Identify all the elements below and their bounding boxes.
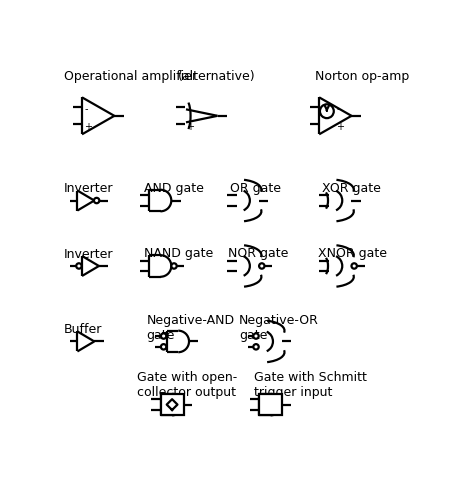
Text: OR gate: OR gate [230, 182, 281, 195]
Text: Norton op-amp: Norton op-amp [315, 70, 409, 83]
Text: +: + [336, 122, 344, 133]
Text: Gate with open-
collector output: Gate with open- collector output [137, 371, 237, 399]
FancyBboxPatch shape [161, 394, 183, 415]
Text: Buffer: Buffer [64, 323, 102, 336]
Text: XNOR gate: XNOR gate [319, 247, 387, 260]
Text: Inverter: Inverter [64, 247, 113, 260]
Circle shape [352, 263, 357, 269]
Text: AND gate: AND gate [144, 182, 203, 195]
Circle shape [259, 263, 264, 269]
Circle shape [94, 198, 100, 203]
Text: -: - [186, 104, 190, 114]
Text: (alternative): (alternative) [177, 70, 255, 83]
Circle shape [253, 344, 259, 349]
Circle shape [320, 104, 334, 118]
Text: -: - [336, 104, 339, 114]
Text: Inverter: Inverter [64, 182, 113, 195]
Text: Negative-AND
gate: Negative-AND gate [146, 314, 235, 342]
Text: -: - [84, 104, 88, 114]
Text: NAND gate: NAND gate [144, 247, 213, 260]
Text: Gate with Schmitt
trigger input: Gate with Schmitt trigger input [255, 371, 367, 399]
Circle shape [161, 333, 166, 339]
FancyBboxPatch shape [259, 394, 282, 415]
Text: Negative-OR
gate: Negative-OR gate [239, 314, 319, 342]
Circle shape [76, 263, 82, 269]
Text: XOR gate: XOR gate [322, 182, 381, 195]
Circle shape [161, 344, 166, 349]
Text: +: + [84, 122, 92, 133]
Text: Operational amplifier: Operational amplifier [64, 70, 197, 83]
Text: NOR gate: NOR gate [228, 247, 289, 260]
Circle shape [171, 263, 177, 269]
Text: +: + [186, 122, 194, 133]
Circle shape [253, 333, 259, 339]
